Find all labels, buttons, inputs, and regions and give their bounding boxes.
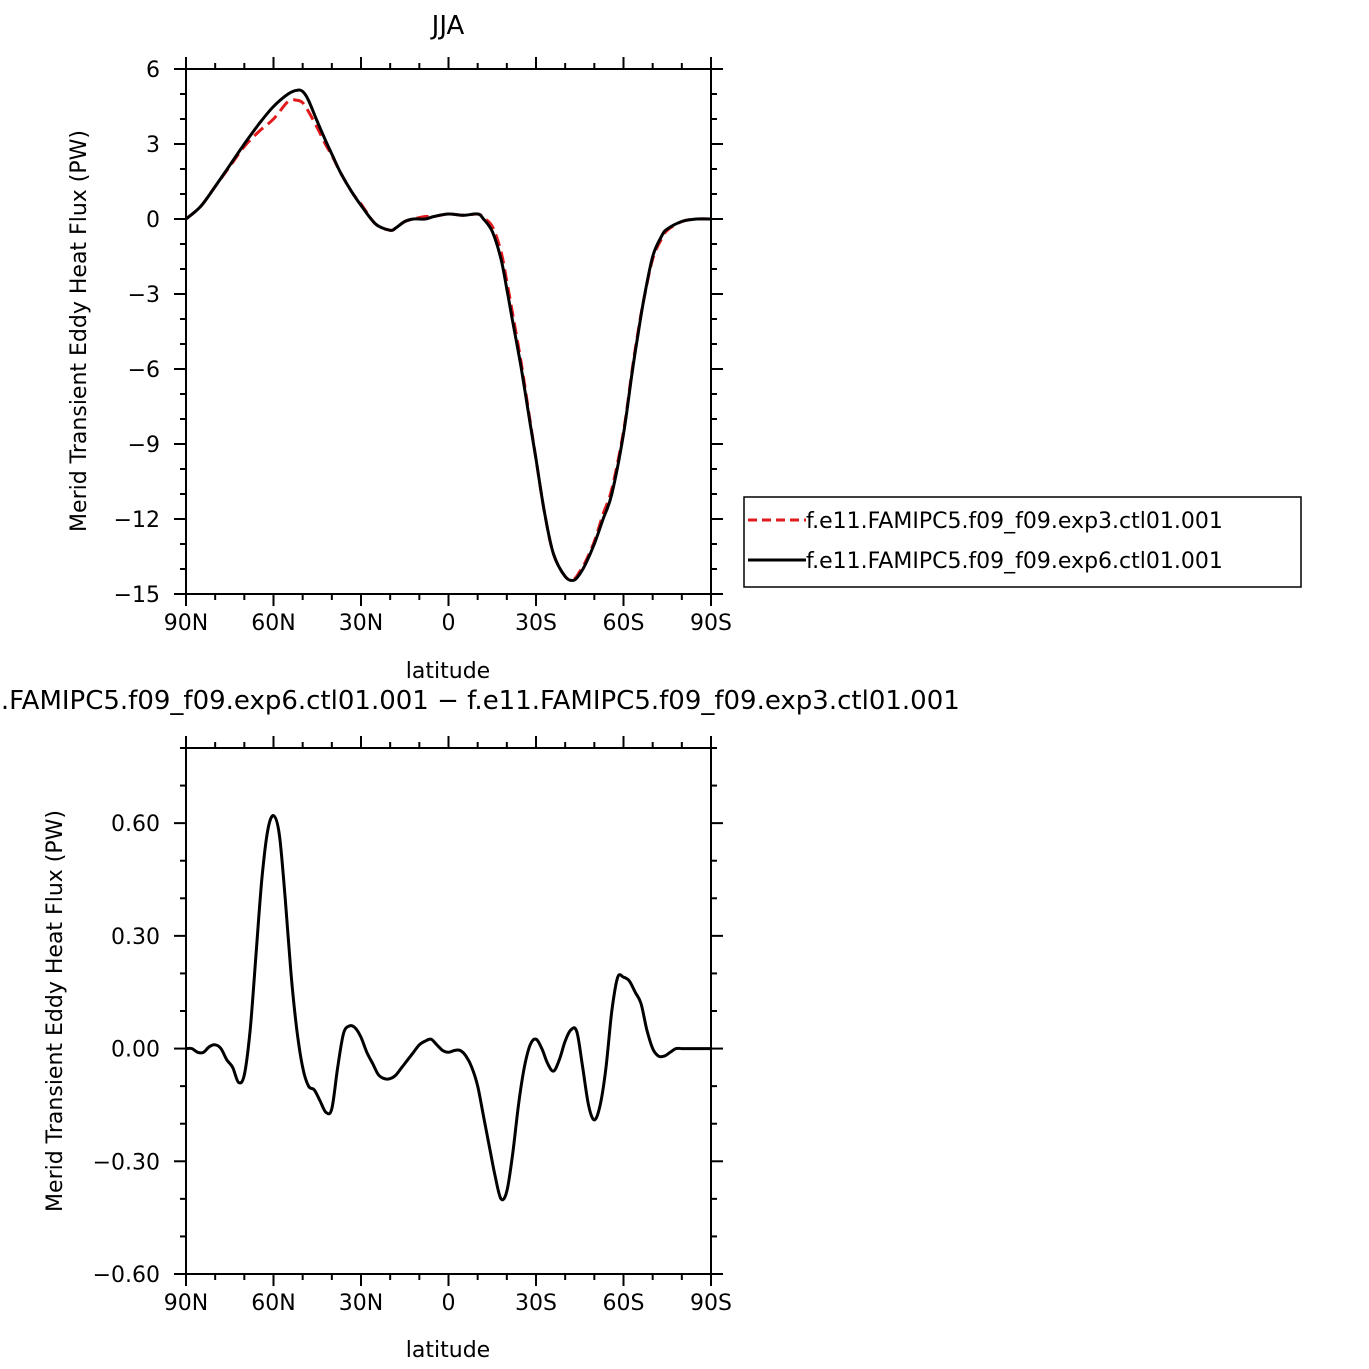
top-panel-y-tick-labels: 6 3 0 −3 −6 −9 −12 −15 xyxy=(114,58,160,608)
bottom-series-line-0 xyxy=(185,814,711,1202)
bottom-x-tick-label: 60S xyxy=(603,1291,645,1316)
top-panel-x-axis-title: latitude xyxy=(406,659,490,684)
top-x-tick-label: 30N xyxy=(339,611,383,636)
top-y-tick-label: 6 xyxy=(146,58,160,83)
legend-label-exp6: f.e11.FAMIPC5.f09_f09.exp6.ctl01.001 xyxy=(806,549,1223,574)
bottom-x-tick-label: 30S xyxy=(515,1291,557,1316)
bottom-y-tick-label: −0.30 xyxy=(93,1150,160,1175)
bottom-panel-title: f.e11.FAMIPC5.f09_f09.exp6.ctl01.001 − f… xyxy=(0,686,960,716)
bottom-x-tick-label: 90N xyxy=(164,1291,208,1316)
top-x-tick-label: 60N xyxy=(251,611,295,636)
bottom-panel-ticks xyxy=(174,736,723,1286)
top-panel-x-tick-labels: 90N 60N 30N 0 30S 60S 90S xyxy=(164,611,732,636)
bottom-panel-y-tick-labels: 0.60 0.30 0.00 −0.30 −0.60 xyxy=(93,812,160,1288)
top-panel: JJA 630−3−6−9−12−15 90N 60N 30N 0 30S 60S 90S … xyxy=(67,11,732,684)
bottom-x-tick-label: 60N xyxy=(251,1291,295,1316)
bottom-panel: f.e11.FAMIPC5.f09_f09.exp6.ctl01.001 − f… xyxy=(0,686,960,1363)
bottom-y-tick-label: 0.30 xyxy=(111,925,160,950)
top-y-tick-label: −6 xyxy=(128,358,160,383)
top-y-tick-label: −3 xyxy=(128,283,160,308)
legend-label-exp3: f.e11.FAMIPC5.f09_f09.exp3.ctl01.001 xyxy=(806,509,1223,534)
top-panel-title: JJA xyxy=(430,11,465,41)
top-x-tick-label: 90S xyxy=(690,611,732,636)
top-series-line-0 xyxy=(185,98,712,582)
bottom-panel-x-tick-labels: 90N 60N 30N 0 30S 60S 90S xyxy=(164,1291,732,1316)
top-series-line-1 xyxy=(185,88,712,582)
top-panel-frame xyxy=(185,68,712,595)
bottom-y-tick-label: −0.60 xyxy=(93,1263,160,1288)
top-y-tick-label: −15 xyxy=(114,583,160,608)
bottom-panel-x-axis-title: latitude xyxy=(406,1338,490,1363)
bottom-x-tick-label: 30N xyxy=(339,1291,383,1316)
top-y-tick-label: −9 xyxy=(128,433,160,458)
top-y-tick-label: −12 xyxy=(114,508,160,533)
bottom-panel-frame xyxy=(185,747,712,1275)
legend-box xyxy=(743,496,1302,588)
top-panel-ticks xyxy=(174,57,723,606)
bottom-x-tick-label: 0 xyxy=(442,1291,456,1316)
top-y-tick-label: 3 xyxy=(146,133,160,158)
top-x-tick-label: 30S xyxy=(515,611,557,636)
top-x-tick-label: 90N xyxy=(164,611,208,636)
bottom-y-tick-label: 0.60 xyxy=(111,812,160,837)
top-x-tick-label: 60S xyxy=(603,611,645,636)
top-y-tick-label: 0 xyxy=(146,208,160,233)
legend: f.e11.FAMIPC5.f09_f09.exp3.ctl01.001 f.e… xyxy=(743,496,1302,588)
bottom-y-tick-label: 0.00 xyxy=(111,1038,160,1063)
top-x-tick-label: 0 xyxy=(442,611,456,636)
bottom-panel-series-group xyxy=(185,814,711,1202)
top-panel-series-group xyxy=(185,88,712,582)
top-panel-y-axis-title: Merid Transient Eddy Heat Flux (PW) xyxy=(67,130,92,532)
bottom-x-tick-label: 90S xyxy=(690,1291,732,1316)
bottom-panel-y-axis-title: Merid Transient Eddy Heat Flux (PW) xyxy=(43,810,68,1212)
